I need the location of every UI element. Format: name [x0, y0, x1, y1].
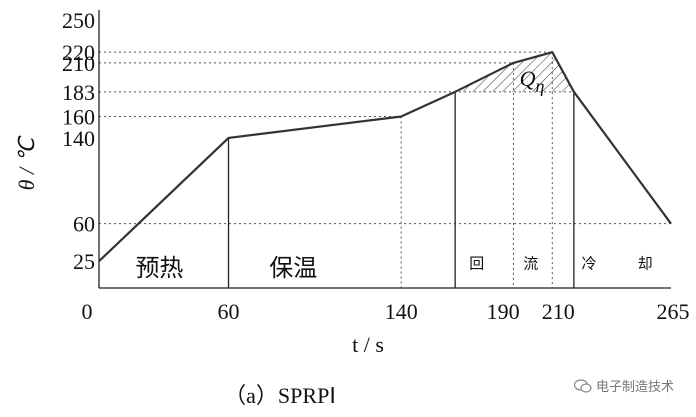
zone-label-1: 保温 [269, 254, 317, 282]
watermark-text: 电子制造技术 [595, 380, 674, 395]
x-tick-label-265: 265 [657, 299, 690, 324]
y-tick-label-250: 250 [62, 8, 95, 33]
zone-label-2: 回 [469, 255, 484, 273]
watermark: 电子制造技术 [573, 376, 674, 395]
y-tick-label-140: 140 [62, 126, 95, 151]
y-tick-label-210: 210 [62, 51, 95, 76]
x-tick-label-190: 190 [487, 299, 520, 324]
q-eta-region [455, 52, 574, 92]
y-axis-label: θ / ℃ [14, 135, 39, 190]
q-eta-label: Qη [520, 66, 545, 96]
zone-label-0: 预热 [135, 254, 183, 282]
zone-label-4: 冷 [581, 255, 596, 273]
y-tick-label-183: 183 [62, 80, 95, 105]
wechat-icon [573, 378, 592, 393]
y-tick-label-220: 220 [62, 40, 95, 65]
zone-label-5: 却 [638, 255, 653, 273]
x-tick-label-0: 0 [82, 299, 93, 324]
figure-caption: （a）SPRPⅠ [224, 383, 336, 408]
x-tick-label-210: 210 [542, 299, 575, 324]
x-tick-label-60: 60 [218, 299, 240, 324]
y-tick-label-160: 160 [62, 104, 95, 129]
zone-label-3: 流 [523, 255, 538, 273]
y-tick-label-25: 25 [73, 249, 95, 274]
y-tick-label-60: 60 [73, 212, 95, 237]
x-axis-label: t / s [352, 332, 384, 357]
x-tick-label-140: 140 [385, 299, 418, 324]
series-line [98, 51, 672, 262]
